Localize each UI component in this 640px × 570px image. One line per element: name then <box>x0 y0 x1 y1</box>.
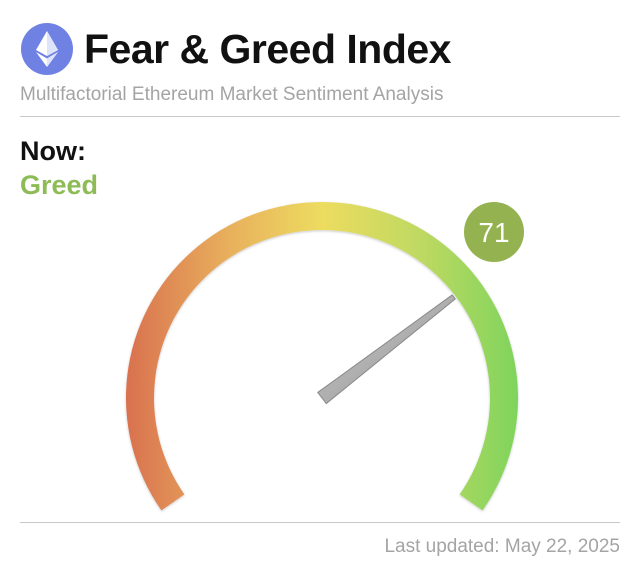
header: Fear & Greed Index <box>20 22 451 76</box>
divider-top <box>20 116 620 117</box>
page-title: Fear & Greed Index <box>84 25 451 72</box>
divider-bottom <box>20 522 620 523</box>
gauge: 71 <box>125 201 524 511</box>
last-updated: Last updated: May 22, 2025 <box>384 536 620 557</box>
value-text: 71 <box>478 217 509 248</box>
now-label: Now: <box>20 136 86 166</box>
ethereum-icon <box>21 23 73 75</box>
gauge-needle <box>317 294 456 405</box>
page-subtitle: Multifactorial Ethereum Market Sentiment… <box>20 84 444 105</box>
sentiment-status: Greed <box>20 170 99 200</box>
gauge-arc <box>125 201 519 511</box>
value-badge <box>464 202 524 262</box>
